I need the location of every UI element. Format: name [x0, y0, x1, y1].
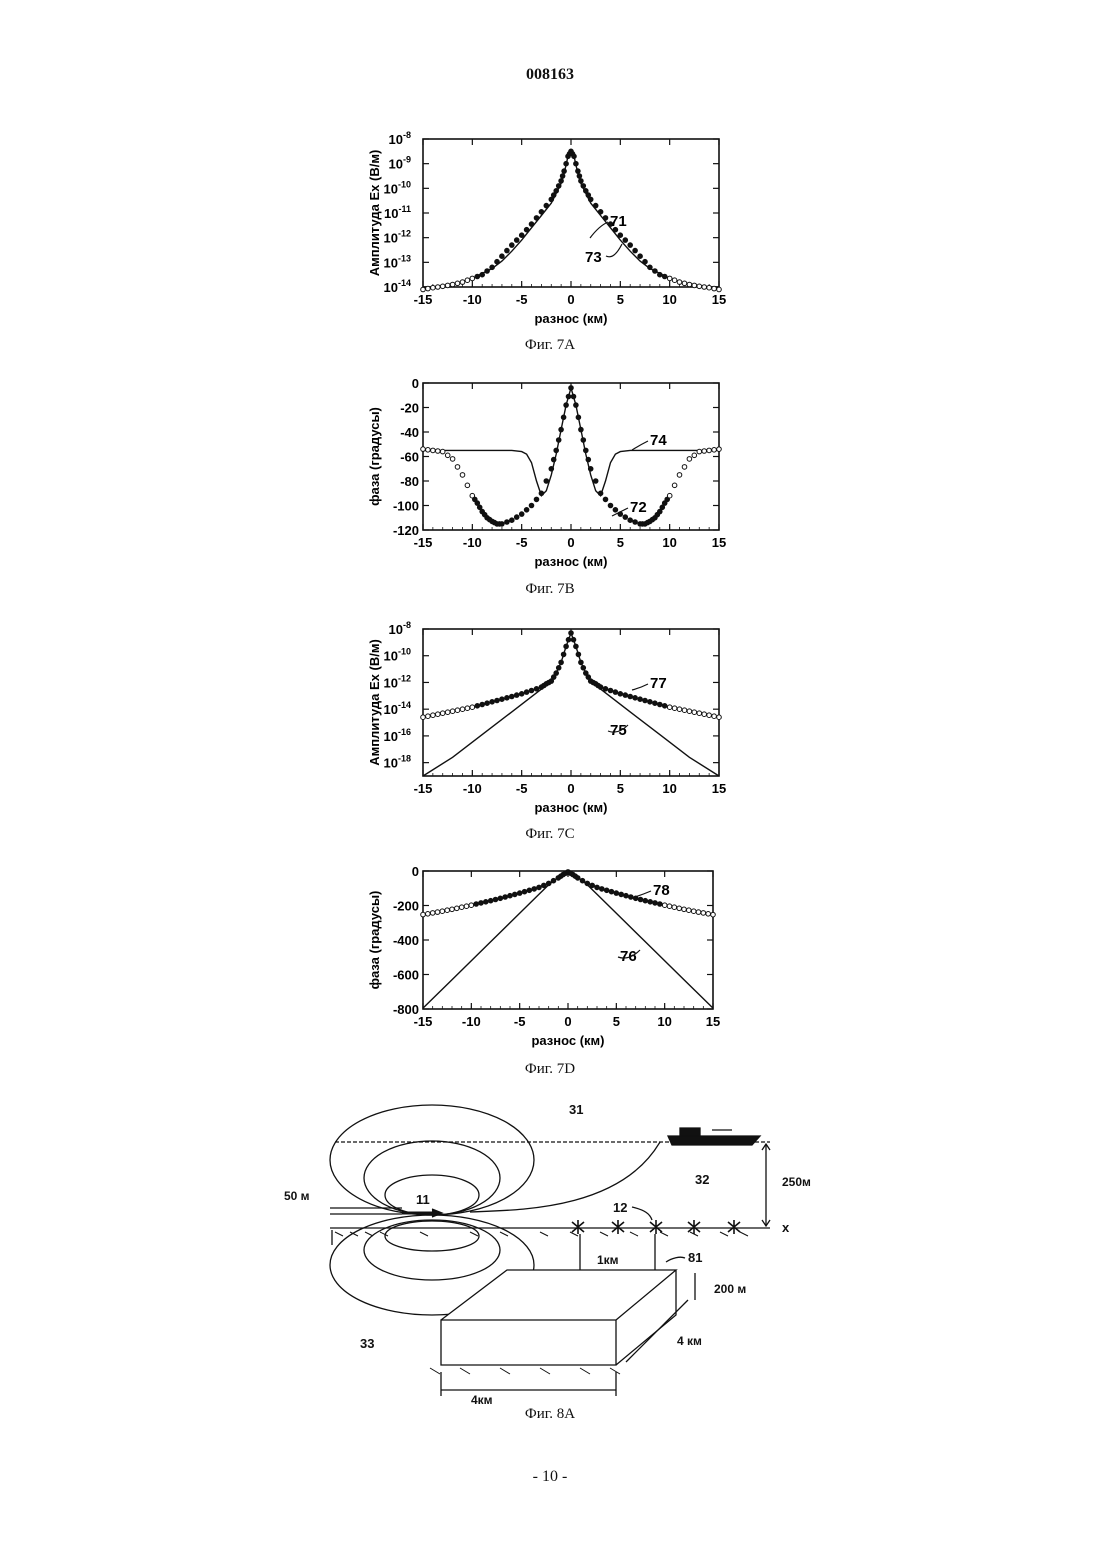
- dim-4km-depth: 4 км: [677, 1334, 702, 1348]
- reservoir-block: [441, 1270, 676, 1365]
- dim-1km: 1км: [597, 1253, 619, 1267]
- dim-4km-width: 4км: [471, 1393, 493, 1407]
- axis-x-label: x: [782, 1220, 790, 1235]
- label-11: 11: [416, 1192, 430, 1207]
- label-31: 31: [569, 1102, 583, 1117]
- boat-icon: [668, 1128, 760, 1145]
- field-line-upper-mid: [364, 1141, 500, 1215]
- seabed-hatching: [335, 1232, 748, 1236]
- page-footer: - 10 -: [0, 1468, 1100, 1486]
- dim-50m: 50 м: [284, 1189, 310, 1203]
- receivers: [572, 1220, 740, 1234]
- dim-250m: 250м: [782, 1175, 811, 1189]
- label-32: 32: [695, 1172, 709, 1187]
- label-33: 33: [360, 1336, 374, 1351]
- field-line-lower-mid: [364, 1220, 500, 1280]
- dim-200m: 200 м: [714, 1282, 746, 1296]
- label-81: 81: [688, 1250, 702, 1265]
- field-line-upper-outer: [330, 1105, 534, 1215]
- field-line-lower-inner: [385, 1221, 479, 1251]
- label-12: 12: [613, 1200, 627, 1215]
